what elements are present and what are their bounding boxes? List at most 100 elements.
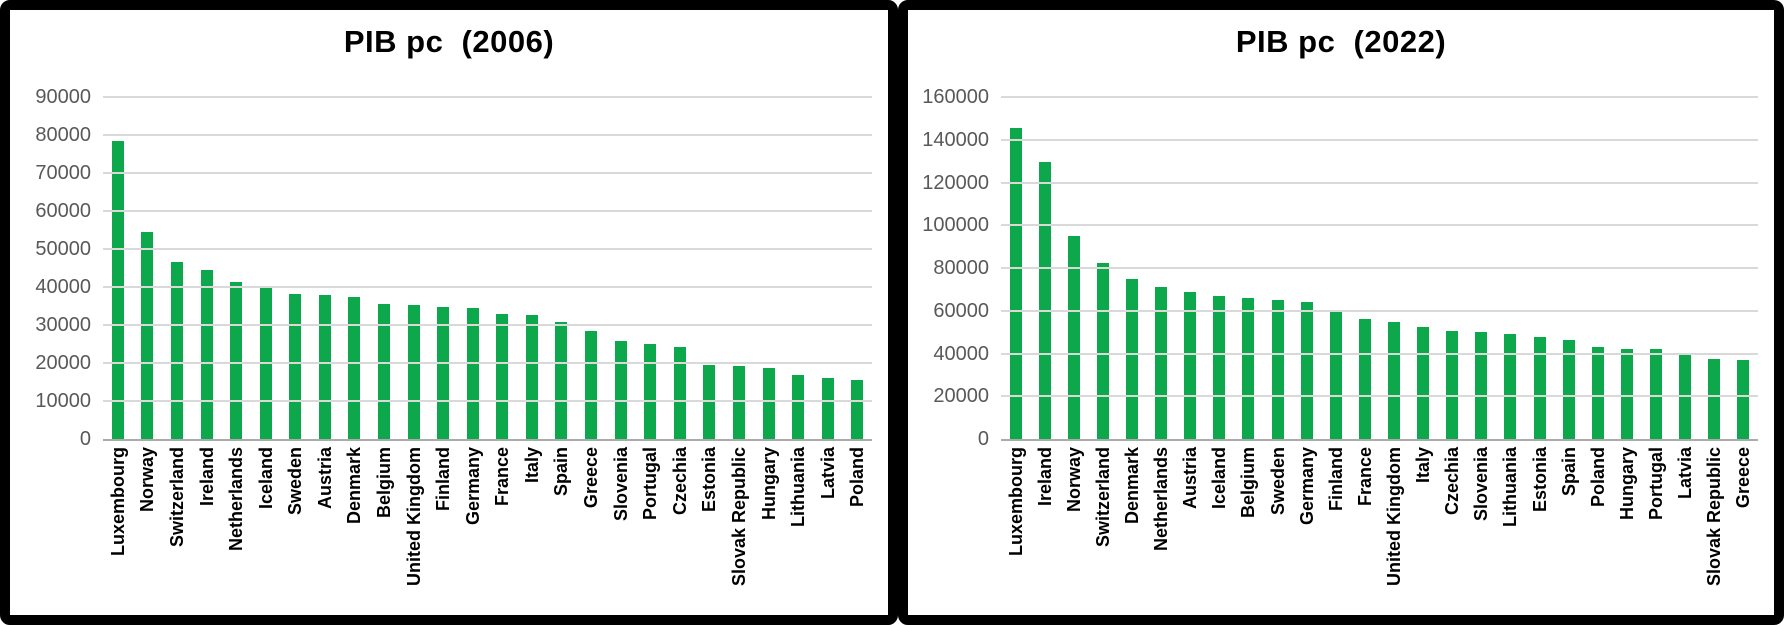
bar-switzerland [170,262,183,439]
x-label-italy: Italy [1413,447,1434,484]
bar-column [133,97,163,439]
x-label-finland: Finland [433,447,454,511]
x-label-norway: Norway [1063,447,1084,513]
bar-belgium [1242,297,1255,439]
bar-lithuania [1504,333,1517,439]
bar-column [783,97,813,439]
y-tick-label: 20000 [35,352,91,374]
x-label-netherlands: Netherlands [226,447,247,552]
x-axis-labels-2006: Luxembourg Norway Switzerland Ireland Nether… [103,441,872,615]
bar-series-2022 [1001,97,1758,439]
gridline [103,324,872,326]
bar-column [724,97,754,439]
bar-column [369,97,399,439]
x-label-hungary: Hungary [1616,447,1637,521]
bar-ireland [1038,162,1051,439]
x-axis-labels-2022: Luxembourg Ireland Norway Switzerland Denmar… [1001,441,1758,615]
bar-column [251,97,281,439]
x-label-portugal: Portugal [640,447,661,521]
y-tick-label: 10000 [35,390,91,412]
y-tick-label: 90000 [35,86,91,108]
gridline [1001,138,1758,141]
y-tick-label: 50000 [35,238,91,260]
bar-hungary [1620,348,1633,439]
x-label-austria: Austria [314,447,335,510]
x-label-spain: Spain [1558,447,1579,497]
bar-denmark [1125,279,1138,439]
bar-column [1554,97,1583,439]
x-label-estonia: Estonia [1529,447,1550,513]
bar-column [1030,97,1059,439]
bar-column [192,97,222,439]
bar-slovenia [1475,331,1488,439]
bar-sweden [289,294,302,439]
y-tick-label: 70000 [35,162,91,184]
x-label-estonia: Estonia [699,447,720,513]
bar-column [1379,97,1408,439]
x-label-ireland: Ireland [196,447,217,507]
bar-greece [1737,359,1750,439]
y-tick-label: 100000 [922,214,989,237]
bar-greece [585,330,598,439]
bar-column [665,97,695,439]
y-tick-label: 0 [977,428,989,450]
y-tick-label: 140000 [922,128,989,151]
y-tick-label: 0 [79,428,91,450]
x-label-germany: Germany [1296,447,1317,526]
bar-column [488,97,518,439]
y-tick-label: 120000 [922,171,989,194]
bar-united-kingdom [1387,321,1400,439]
bar-column [1700,97,1729,439]
x-label-spain: Spain [551,447,572,497]
x-label-austria: Austria [1180,447,1201,510]
gridline [1001,96,1758,98]
bar-ireland [200,269,213,439]
x-label-iceland: Iceland [1209,447,1230,510]
bar-column [1088,97,1117,439]
x-label-iceland: Iceland [255,447,276,510]
chart-title-2022: PIB pc (2022) [1235,24,1447,59]
bar-hungary [762,367,775,439]
x-label-finland: Finland [1325,447,1346,511]
x-label-latvia: Latvia [1675,447,1696,500]
bar-column [1176,97,1205,439]
x-label-portugal: Portugal [1645,447,1666,521]
bar-column [428,97,458,439]
gridline [103,400,872,402]
chart-2006: 0 10000 20000 30000 40000 50000 60000 70000 8000… [10,86,888,615]
gridline [1001,309,1758,312]
bar-column [813,97,843,439]
x-label-luxembourg: Luxembourg [1005,447,1026,557]
plot-area-2022 [1001,96,1758,441]
x-label-france: France [492,447,513,507]
gridline [1001,352,1758,355]
x-label-poland: Poland [847,447,868,508]
x-label-norway: Norway [137,447,158,513]
bar-column [458,97,488,439]
bar-czechia [673,346,686,439]
x-label-france: France [1354,447,1375,507]
bar-column [162,97,192,439]
bar-column [1467,97,1496,439]
x-label-denmark: Denmark [344,447,365,525]
bar-united-kingdom [407,305,420,439]
bar-column [1409,97,1438,439]
x-label-ireland: Ireland [1034,447,1055,507]
bar-france [1358,319,1371,439]
x-label-greece: Greece [581,447,602,509]
x-label-lithuania: Lithuania [788,447,809,527]
gridline [103,210,872,212]
y-tick-label: 20000 [933,385,989,408]
bar-column [1147,97,1176,439]
x-label-slovak-republic: Slovak Republic [1704,447,1725,587]
bar-spain [555,321,568,439]
bar-column [1350,97,1379,439]
bar-france [496,313,509,439]
bar-column [576,97,606,439]
bar-italy [525,314,538,439]
bar-austria [318,295,331,439]
gridline [103,134,872,136]
bar-column [1729,97,1758,439]
bar-column [340,97,370,439]
